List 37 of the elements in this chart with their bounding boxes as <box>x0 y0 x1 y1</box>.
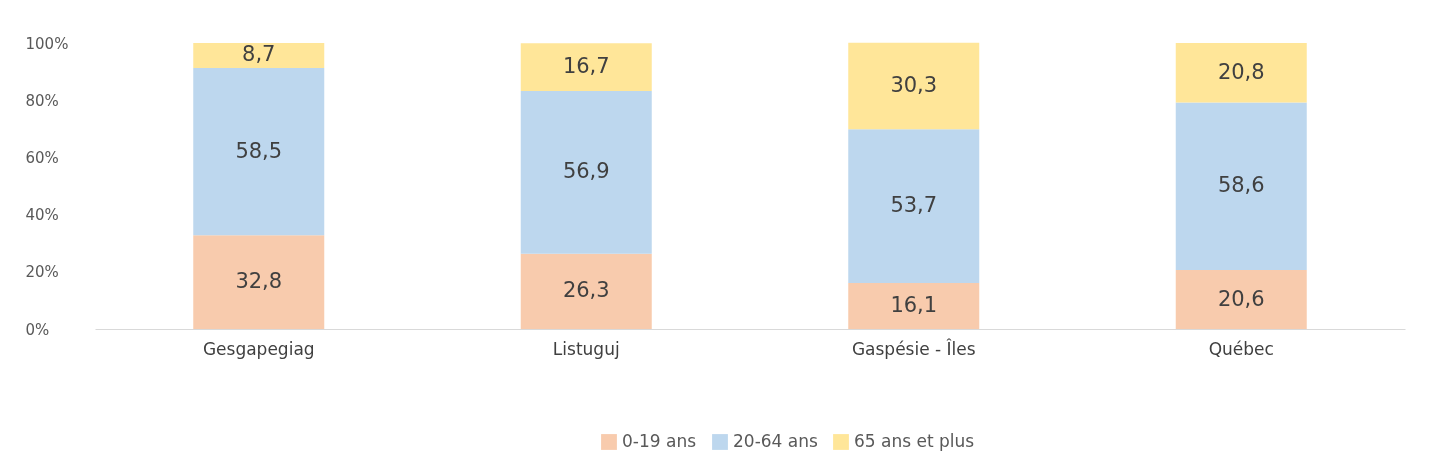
bar <box>193 43 325 68</box>
data-label: 20,6 <box>1217 286 1265 311</box>
data-label: 58,5 <box>235 138 283 163</box>
bar <box>848 282 980 329</box>
y-tick-label: 60% <box>25 148 59 167</box>
x-tick-label: Québec <box>1208 338 1274 359</box>
bar <box>193 235 325 329</box>
data-label: 53,7 <box>890 193 938 218</box>
data-label: 20,8 <box>1217 59 1265 84</box>
bar <box>1175 270 1307 329</box>
legend-label: 20-64 ans <box>733 431 818 451</box>
y-tick-label: 80% <box>25 91 59 110</box>
data-label: 58,6 <box>1217 173 1265 198</box>
data-label: 56,9 <box>562 159 610 184</box>
bar <box>520 91 652 254</box>
bar <box>1175 43 1307 103</box>
bar <box>520 43 652 92</box>
y-tick-label: 20% <box>25 263 59 282</box>
y-tick-label: 100% <box>25 34 69 53</box>
x-tick-label: Gesgapegiag <box>202 338 315 359</box>
bar <box>1175 102 1307 271</box>
data-label: 26,3 <box>562 278 610 303</box>
bar <box>848 129 980 283</box>
y-tick-label: 0% <box>25 320 50 339</box>
bar <box>520 253 652 329</box>
data-label: 16,7 <box>562 54 610 79</box>
bar <box>193 67 325 236</box>
data-label: 30,3 <box>890 73 938 98</box>
bar <box>848 42 980 130</box>
y-tick-label: 40% <box>25 206 59 225</box>
data-label: 32,8 <box>235 269 283 294</box>
x-tick-label: Listuguj <box>552 338 620 359</box>
legend-label: 65 ans et plus <box>854 431 975 451</box>
data-label: 16,1 <box>890 292 938 317</box>
data-label: 8,7 <box>242 42 276 67</box>
x-tick-label: Gaspésie - Îles <box>851 337 976 359</box>
legend-label: 0-19 ans <box>622 431 697 451</box>
